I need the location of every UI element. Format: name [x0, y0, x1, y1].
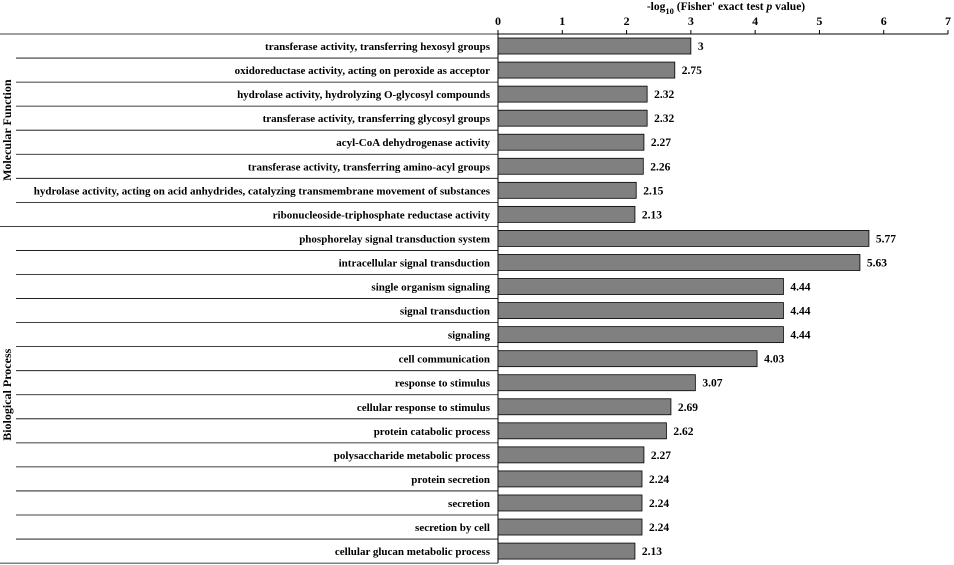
- value-label: 2.69: [678, 402, 698, 414]
- category-label: signal transduction: [400, 306, 490, 318]
- value-label: 2.27: [651, 137, 671, 149]
- group-labels: Molecular Function Biological Process: [0, 79, 14, 441]
- value-label: 2.15: [643, 185, 663, 197]
- x-tick-label: 7: [945, 14, 951, 28]
- group-label: Molecular Function: [0, 79, 14, 181]
- value-labels: 3 2.75 2.32 2.32 2.27 2.26 2.15 2.13 5.77 5.63 4.4…: [642, 41, 896, 558]
- value-label: 4.03: [764, 354, 784, 366]
- category-label: secretion by cell: [415, 522, 490, 534]
- bar: [497, 157, 644, 175]
- category-label: transferase activity, transferring glyco…: [263, 113, 491, 125]
- x-tick-label: 1: [559, 14, 565, 28]
- value-label: 2.24: [649, 522, 669, 534]
- category-label: polysaccharide metabolic process: [334, 450, 491, 462]
- category-label: cell communication: [399, 354, 490, 366]
- bar: [497, 542, 636, 560]
- category-labels: transferase activity, transferring hexos…: [34, 41, 491, 558]
- category-label: hydrolase activity, acting on acid anhyd…: [34, 185, 491, 197]
- category-label: acyl-CoA dehydrogenase activity: [336, 137, 490, 149]
- x-tick-label: 5: [816, 14, 822, 28]
- value-label: 5.63: [867, 257, 887, 269]
- value-label: 2.26: [650, 161, 670, 173]
- bar: [497, 302, 784, 319]
- x-axis-title: -log10 (Fisher' exact test p value): [647, 1, 805, 16]
- category-label: hydrolase activity, hydrolyzing O-glycos…: [237, 89, 491, 101]
- value-label: 2.13: [642, 546, 662, 558]
- bars: [497, 37, 870, 560]
- x-tick-label: 2: [624, 14, 630, 28]
- category-label: protein secretion: [411, 474, 490, 486]
- category-label: cellular response to stimulus: [357, 402, 491, 414]
- bar: [497, 109, 648, 127]
- bar: [497, 181, 637, 199]
- value-label: 4.44: [790, 282, 810, 294]
- category-label: oxidoreductase activity, acting on perox…: [235, 65, 490, 77]
- x-tick-label: 3: [688, 14, 694, 28]
- category-label: ribonucleoside-triphosphate reductase ac…: [273, 209, 491, 221]
- value-label: 3: [698, 41, 704, 53]
- bar: [497, 254, 861, 271]
- category-label: intracellular signal transduction: [339, 257, 490, 269]
- category-label: response to stimulus: [395, 378, 491, 390]
- bar: [497, 133, 645, 151]
- category-label: secretion: [448, 498, 490, 510]
- bar: [497, 518, 643, 536]
- bar: [497, 374, 696, 392]
- x-tick-label: 0: [495, 14, 501, 28]
- value-label: 4.44: [790, 306, 810, 318]
- bar: [497, 494, 643, 512]
- value-label: 3.07: [702, 378, 722, 390]
- bar: [497, 398, 672, 416]
- x-tick-label: 6: [881, 14, 887, 28]
- bar: [497, 278, 784, 295]
- bar: [497, 422, 667, 440]
- value-label: 4.44: [790, 330, 810, 342]
- category-label: phosphorelay signal transduction system: [299, 233, 490, 245]
- bar: [497, 326, 784, 344]
- bar: [497, 85, 648, 103]
- value-label: 2.27: [651, 450, 671, 462]
- value-label: 2.75: [682, 65, 702, 77]
- bar: [497, 446, 645, 464]
- bar: [497, 350, 758, 368]
- value-label: 2.32: [654, 89, 674, 101]
- row-separators: [0, 33, 498, 564]
- category-label: protein catabolic process: [374, 426, 491, 438]
- category-label: transferase activity, transferring amino…: [248, 161, 491, 173]
- category-label: cellular glucan metabolic process: [335, 546, 491, 558]
- bar: [497, 470, 643, 488]
- value-label: 2.24: [649, 474, 669, 486]
- bar: [497, 230, 870, 247]
- category-label: transferase activity, transferring hexos…: [265, 41, 491, 53]
- bar: [497, 205, 636, 223]
- value-label: 2.62: [673, 426, 693, 438]
- value-label: 2.24: [649, 498, 669, 510]
- category-label: single organism signaling: [371, 282, 490, 294]
- value-label: 5.77: [876, 233, 896, 245]
- x-tick-label: 4: [752, 14, 758, 28]
- bar: [497, 37, 692, 55]
- category-label: signaling: [448, 330, 491, 342]
- bar: [497, 61, 676, 79]
- value-label: 2.13: [642, 209, 662, 221]
- group-label: Biological Process: [0, 348, 14, 440]
- value-label: 2.32: [654, 113, 674, 125]
